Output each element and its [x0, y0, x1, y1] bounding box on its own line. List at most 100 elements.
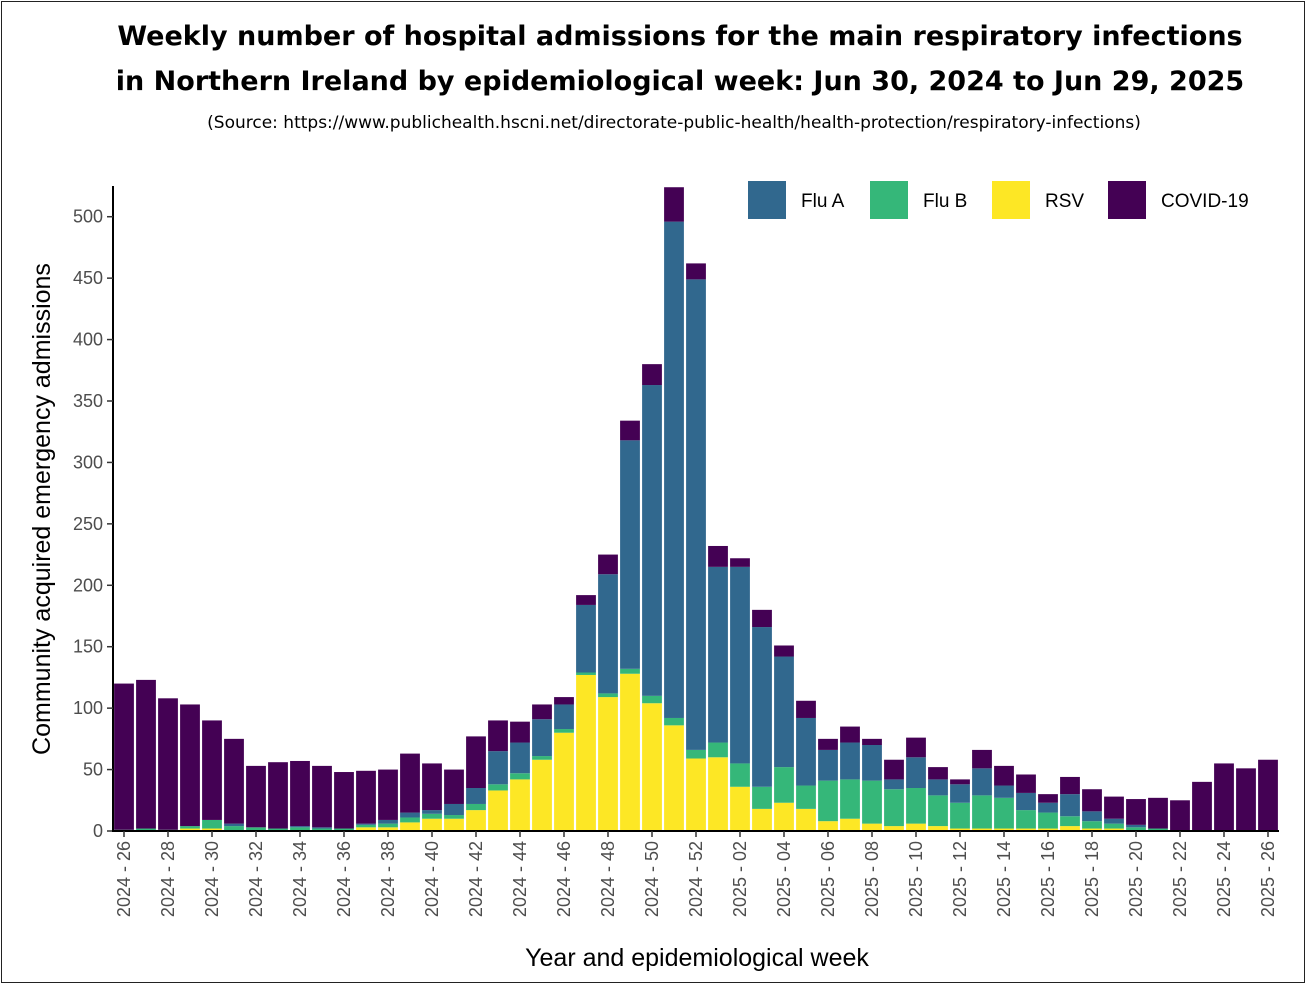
bar-segment-flu-b — [598, 693, 618, 698]
bar-segment-flu-a — [884, 779, 904, 790]
bar-segment-flu-b — [356, 824, 376, 828]
x-tick-label: 2025 - 06 — [818, 841, 838, 917]
chart-title-line-1: Weekly number of hospital admissions for… — [117, 21, 1243, 52]
bar-segment-flu-a — [224, 823, 244, 827]
bar-segment-flu-b — [884, 789, 904, 827]
bar-segment-flu-b — [224, 826, 244, 831]
bar-segment-flu-b — [246, 827, 266, 831]
bar-segment-flu-b — [422, 813, 442, 819]
bar-segment-covid-19 — [1214, 763, 1234, 831]
bar-segment-covid-19 — [268, 762, 288, 829]
bar-segment-rsv — [928, 826, 948, 831]
x-tick-label: 2024 - 50 — [642, 841, 662, 917]
bar-segment-flu-b — [1148, 828, 1168, 831]
bar-segment-flu-b — [1126, 827, 1146, 831]
bar-segment-flu-b — [488, 784, 508, 791]
y-tick-label: 450 — [73, 268, 103, 288]
bar-segment-rsv — [488, 790, 508, 831]
bar-segment-flu-a — [620, 440, 640, 669]
bar-segment-flu-b — [708, 742, 728, 758]
bar-segment-flu-b — [268, 828, 288, 831]
bar-segment-covid-19 — [862, 738, 882, 745]
legend-swatch — [992, 181, 1030, 219]
bar-segment-rsv — [554, 732, 574, 831]
bar-segment-rsv — [356, 827, 376, 831]
bar-segment-flu-a — [1016, 792, 1036, 811]
x-tick-label: 2025 - 12 — [950, 841, 970, 917]
bar-segment-flu-a — [950, 784, 970, 803]
bar-segment-covid-19 — [774, 645, 794, 657]
bar-segment-covid-19 — [510, 721, 530, 743]
bar-segment-covid-19 — [312, 765, 332, 828]
legend-swatch — [1108, 181, 1146, 219]
bar-segment-flu-a — [994, 785, 1014, 798]
bar-segment-flu-b — [180, 826, 200, 829]
bar-segment-flu-a — [686, 279, 706, 750]
y-tick-label: 400 — [73, 330, 103, 350]
bar-segment-covid-19 — [290, 760, 310, 827]
bar-segment-covid-19 — [950, 779, 970, 785]
bar-segment-flu-b — [664, 717, 684, 726]
bar-segment-covid-19 — [400, 753, 420, 813]
bar-segment-flu-b — [136, 828, 156, 831]
bar-segment-flu-b — [510, 773, 530, 780]
bar-segment-rsv — [730, 786, 750, 831]
bar-segment-rsv — [884, 826, 904, 831]
bar-segment-flu-a — [796, 717, 816, 786]
bar-segment-rsv — [378, 827, 398, 831]
bar-segment-covid-19 — [1038, 794, 1058, 803]
bar-segment-rsv — [1060, 826, 1080, 831]
bar-segment-rsv — [1016, 828, 1036, 831]
bar-segment-flu-a — [818, 749, 838, 781]
bar-segment-covid-19 — [224, 738, 244, 824]
bar-segment-rsv — [1038, 828, 1058, 831]
bar-segment-covid-19 — [202, 720, 222, 820]
bar-segment-covid-19 — [1258, 759, 1278, 831]
bar-segment-flu-a — [312, 827, 332, 829]
bar-segment-flu-a — [1126, 824, 1146, 828]
y-tick-label: 350 — [73, 391, 103, 411]
y-tick-label: 300 — [73, 452, 103, 472]
bar-segment-flu-b — [1016, 810, 1036, 829]
bar-segment-rsv — [664, 725, 684, 831]
x-tick-label: 2025 - 18 — [1082, 841, 1102, 917]
bar-segment-flu-b — [994, 797, 1014, 829]
bar-segment-covid-19 — [730, 558, 750, 567]
bar-segment-flu-b — [642, 695, 662, 704]
bar-segment-flu-a — [642, 385, 662, 696]
bar-segment-flu-b — [532, 756, 552, 760]
bar-segment-flu-b — [290, 827, 310, 831]
bar-segment-flu-b — [1038, 812, 1058, 829]
x-tick-label: 2024 - 36 — [334, 841, 354, 917]
bar-segment-flu-a — [356, 823, 376, 825]
x-tick-label: 2025 - 24 — [1214, 841, 1234, 917]
bar-segment-rsv — [620, 673, 640, 831]
x-tick-label: 2025 - 04 — [774, 841, 794, 917]
y-tick-label: 0 — [93, 821, 103, 841]
x-tick-label: 2024 - 26 — [114, 841, 134, 917]
bar-segment-flu-a — [378, 819, 398, 824]
x-axis-label: Year and epidemiological week — [525, 944, 869, 972]
bar-segment-flu-b — [862, 780, 882, 824]
bar-segment-flu-a — [576, 604, 596, 673]
bar-segment-covid-19 — [1016, 774, 1036, 793]
x-tick-label: 2024 - 40 — [422, 841, 442, 917]
bar-segment-covid-19 — [576, 595, 596, 605]
x-tick-label: 2024 - 44 — [510, 841, 530, 917]
bar-segment-flu-a — [730, 566, 750, 764]
bar-segment-covid-19 — [444, 769, 464, 804]
bar-segment-covid-19 — [972, 749, 992, 769]
bar-segment-flu-b — [576, 672, 596, 675]
x-axis: 2024 - 26 2024 - 28 2024 - 30 2024 - 32 2024… — [112, 830, 1279, 917]
bar-segment-flu-a — [444, 803, 464, 816]
x-tick-label: 2025 - 02 — [730, 841, 750, 917]
bar-segment-flu-a — [400, 812, 420, 818]
bar-segment-flu-b — [906, 788, 926, 824]
bar-segment-rsv — [422, 818, 442, 831]
bar-segment-flu-b — [950, 802, 970, 829]
legend-label: RSV — [1045, 191, 1084, 212]
bar-segment-rsv — [1104, 828, 1124, 831]
bar-segment-flu-b — [312, 828, 332, 831]
bar-segment-flu-a — [752, 627, 772, 787]
bar-segment-covid-19 — [686, 263, 706, 280]
